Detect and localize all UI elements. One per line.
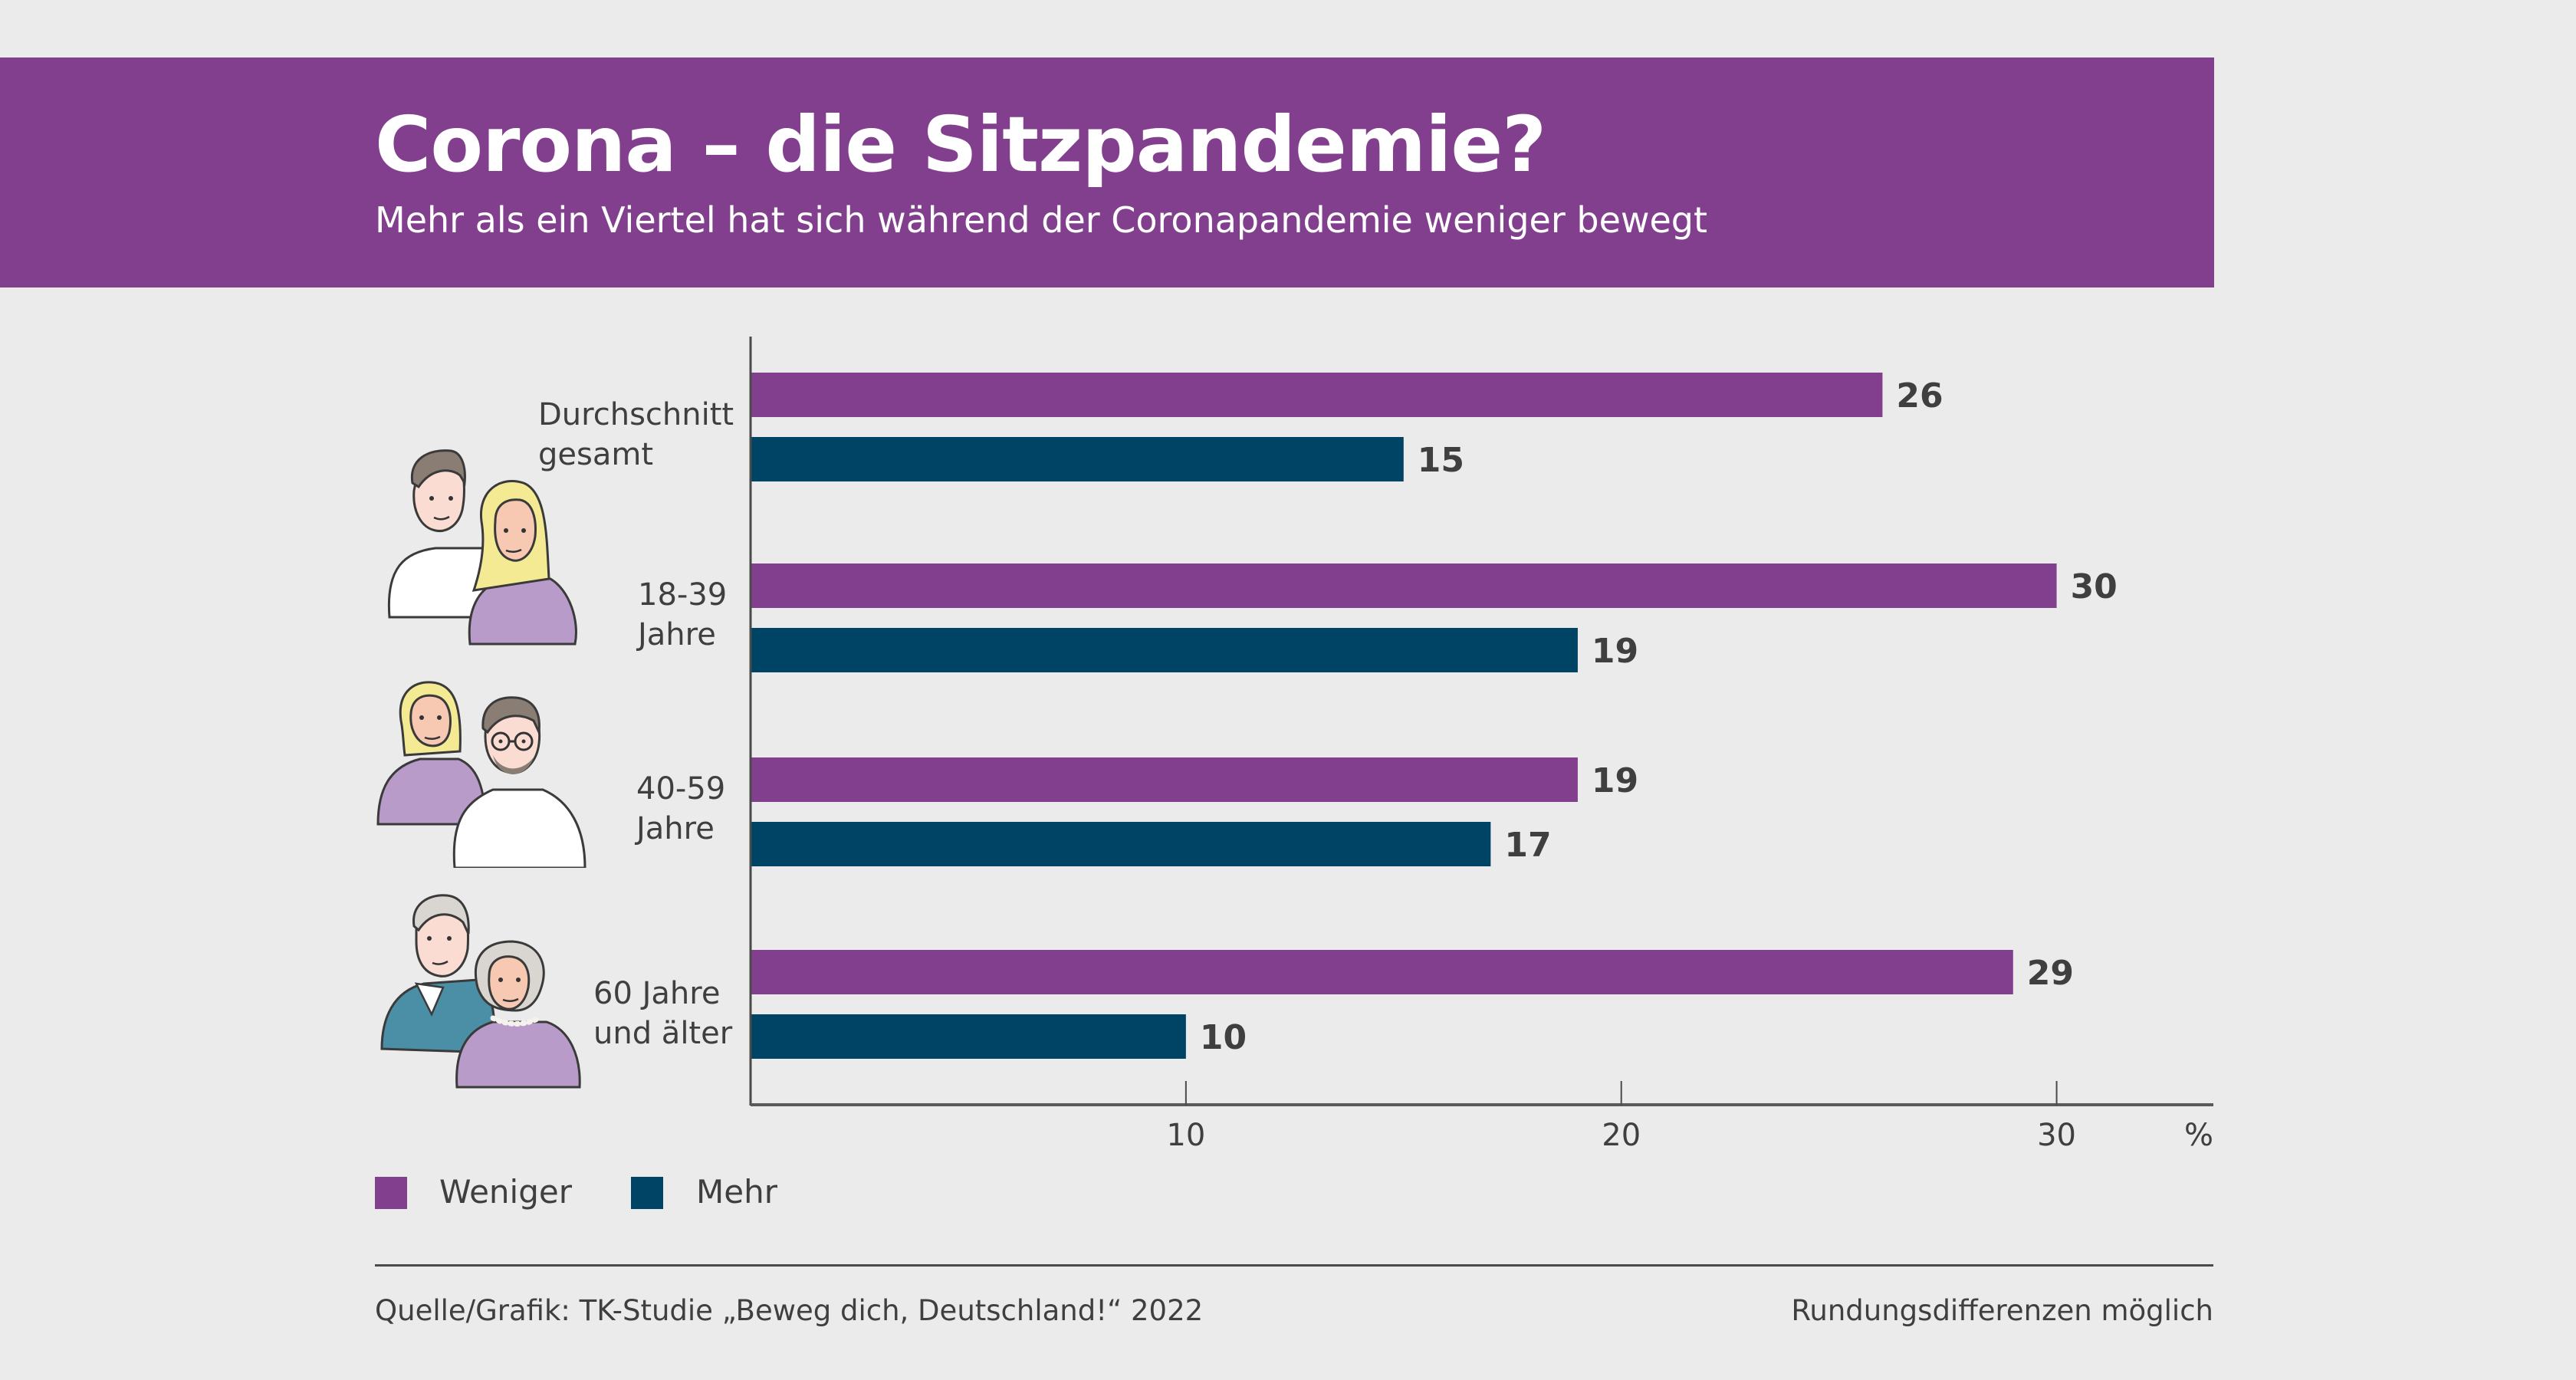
category-label-line: Durchschnitt [538,397,734,432]
header-band [0,58,2214,288]
data-label-mehr-0: 15 [1418,441,1464,480]
source-note: Quelle/Grafik: TK-Studie „Beweg dich, De… [375,1294,1204,1327]
chart-subtitle: Mehr als ein Viertel hat sich während de… [375,199,1708,241]
category-label-18-39: 18-39 Jahre [638,575,727,655]
data-label-weniger-3: 29 [2027,954,2074,993]
x-tick-label-10: 10 [1166,1118,1205,1153]
bar-mehr-2 [751,822,1491,866]
category-label-line: 40-59 [636,771,726,807]
category-label-durchschnitt: Durchschnitt gesamt [538,395,734,475]
legend-label-weniger: Weniger [439,1173,572,1211]
data-label-weniger-1: 30 [2071,567,2118,606]
x-tick-label-30: 30 [2037,1118,2076,1153]
bars-group: 26 30 19 29 15 19 17 10 [751,373,2118,1059]
category-label-line: 18-39 [638,577,728,613]
data-label-weniger-2: 19 [1592,761,1638,800]
data-label-mehr-2: 17 [1504,826,1551,865]
category-label-line: Jahre [636,811,715,846]
chart-title: Corona – die Sitzpandemie? [375,100,1546,189]
bar-weniger-0 [751,373,1883,417]
category-label-line: gesamt [538,437,653,472]
middle-aged-couple-illustration [376,681,586,868]
category-label-60-plus: 60 Jahre und älter [593,974,732,1053]
x-axis-ticks: 10 20 30 [1166,1081,2076,1153]
category-label-line: und älter [593,1016,733,1051]
data-label-mehr-3: 10 [1200,1018,1247,1057]
bar-weniger-3 [751,950,2013,994]
x-axis-unit-label: % [2184,1118,2213,1153]
young-couple-illustration [387,449,577,646]
x-tick-label-20: 20 [1602,1118,1641,1153]
senior-couple-illustration [380,894,581,1089]
category-label-40-59: 40-59 Jahre [636,769,725,849]
data-label-mehr-1: 19 [1592,632,1638,671]
legend-swatch-weniger [375,1177,407,1209]
legend-swatch-mehr [631,1177,663,1209]
category-label-line: Jahre [638,617,716,652]
bar-mehr-1 [751,628,1578,672]
bar-mehr-0 [751,437,1404,481]
data-label-weniger-0: 26 [1896,376,1943,416]
bar-weniger-2 [751,757,1578,802]
category-label-line: 60 Jahre [593,976,721,1011]
bar-mehr-3 [751,1014,1186,1059]
footer-divider [375,1264,2213,1267]
rounding-note: Rundungsdifferenzen möglich [1791,1294,2213,1327]
bar-weniger-1 [751,564,2057,608]
legend-label-mehr: Mehr [696,1173,777,1211]
